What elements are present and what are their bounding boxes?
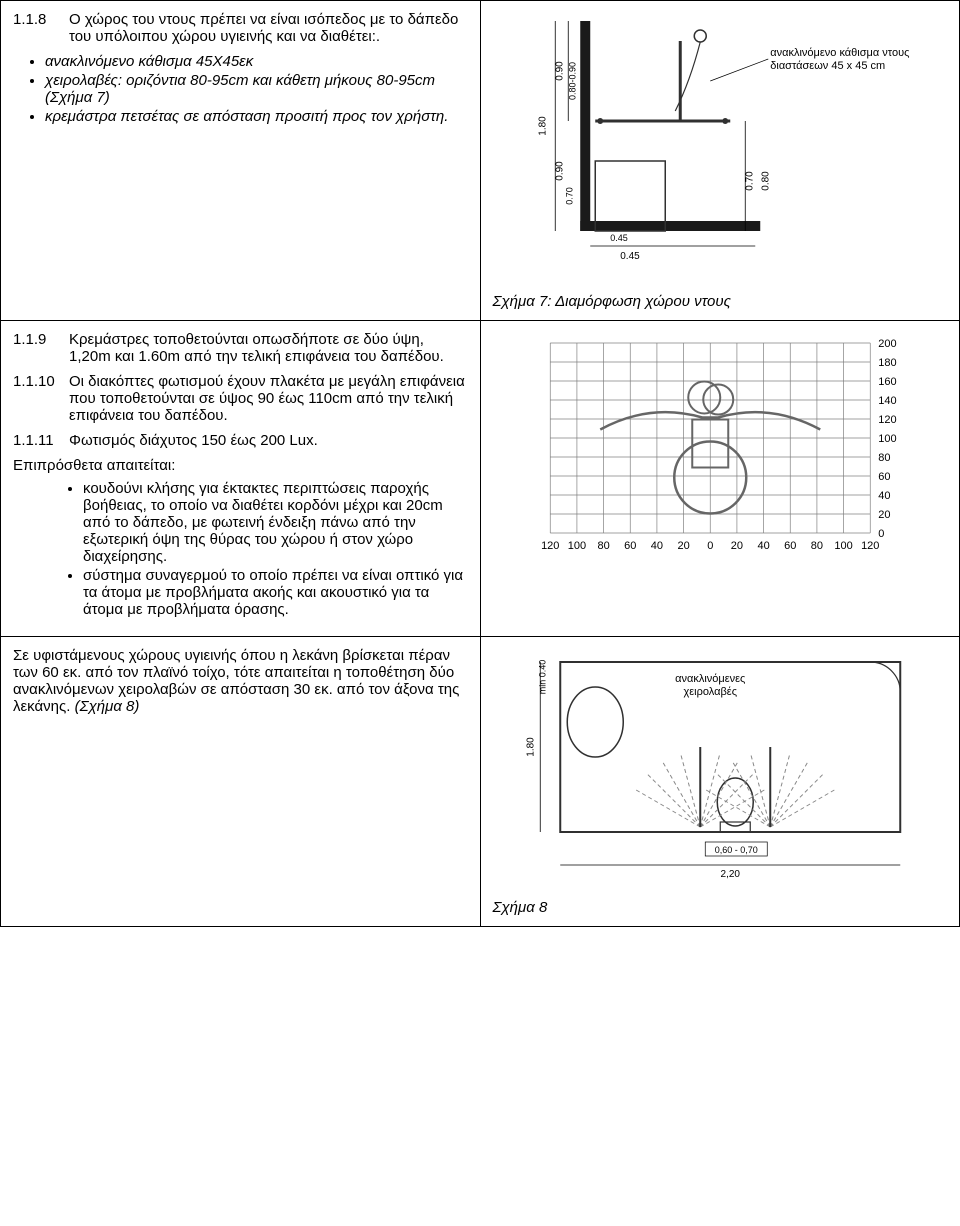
- svg-text:20: 20: [677, 540, 689, 552]
- svg-text:χειρολαβές: χειρολαβές: [683, 686, 737, 698]
- figure-reach-grid: 2001801601401201008060402001201008060402…: [493, 331, 948, 565]
- row1-right: 1.800.900.80-0.900.900.700.450.450.700.8…: [480, 1, 960, 321]
- svg-text:0.80-0.90: 0.80-0.90: [567, 62, 577, 100]
- section-number: 1.1.11: [13, 432, 69, 449]
- row1-left: 1.1.8 Ο χώρος του ντους πρέπει να είναι …: [1, 1, 481, 321]
- section-number: 1.1.9: [13, 331, 69, 365]
- svg-text:ανακλινόμενες: ανακλινόμενες: [675, 673, 745, 685]
- svg-text:180: 180: [878, 357, 896, 369]
- svg-text:40: 40: [757, 540, 769, 552]
- bullet-item: χειρολαβές: οριζόντια 80-95cm και κάθετη…: [45, 72, 468, 106]
- svg-text:120: 120: [541, 540, 559, 552]
- figure-7: 1.800.900.80-0.900.900.700.450.450.700.8…: [493, 11, 948, 285]
- svg-text:60: 60: [878, 471, 890, 483]
- row3-ref: (Σχήμα 8): [75, 698, 140, 715]
- svg-text:0.70: 0.70: [744, 171, 755, 191]
- svg-text:1.80: 1.80: [537, 116, 548, 136]
- svg-text:20: 20: [730, 540, 742, 552]
- svg-text:0,60 - 0,70: 0,60 - 0,70: [714, 845, 757, 855]
- svg-text:200: 200: [878, 338, 896, 350]
- bullet-item: σύστημα συναγερμού το οποίο πρέπει να εί…: [83, 567, 468, 618]
- svg-text:0.90: 0.90: [554, 161, 565, 181]
- section-intro: Ο χώρος του ντους πρέπει να είναι ισόπεδ…: [69, 11, 468, 45]
- svg-text:120: 120: [861, 540, 879, 552]
- svg-text:2,20: 2,20: [720, 869, 740, 880]
- section-number: 1.1.8: [13, 11, 69, 45]
- figure-8: ανακλινόμενεςχειρολαβές min 0.40 1.80 0,60 …: [493, 647, 948, 891]
- svg-text:100: 100: [878, 433, 896, 445]
- svg-text:0: 0: [878, 528, 884, 540]
- row3-right: ανακλινόμενεςχειρολαβές min 0.40 1.80 0,60 …: [480, 637, 960, 927]
- svg-text:min 0.40: min 0.40: [537, 660, 547, 695]
- document-table: 1.1.8 Ο χώρος του ντους πρέπει να είναι …: [0, 0, 960, 927]
- svg-text:ανακλινόμενο κάθισμα ντους: ανακλινόμενο κάθισμα ντους: [770, 47, 909, 59]
- svg-text:80: 80: [597, 540, 609, 552]
- svg-text:160: 160: [878, 376, 896, 388]
- svg-text:0.45: 0.45: [620, 251, 640, 262]
- svg-text:100: 100: [567, 540, 585, 552]
- svg-text:0.90: 0.90: [554, 61, 565, 81]
- svg-text:100: 100: [834, 540, 852, 552]
- bullet-item: ανακλινόμενο κάθισμα 45Χ45εκ: [45, 53, 468, 70]
- svg-text:0: 0: [707, 540, 713, 552]
- svg-text:0.80: 0.80: [760, 171, 771, 191]
- row1-bullets: ανακλινόμενο κάθισμα 45Χ45εκ χειρολαβές:…: [13, 53, 468, 125]
- svg-text:80: 80: [810, 540, 822, 552]
- svg-text:διαστάσεων 45 x 45 cm: διαστάσεων 45 x 45 cm: [770, 60, 885, 72]
- svg-text:0.70: 0.70: [564, 187, 574, 205]
- bullet-item: κουδούνι κλήσης για έκτακτες περιπτώσεις…: [83, 480, 468, 565]
- svg-text:60: 60: [784, 540, 796, 552]
- row3-paragraph: Σε υφιστάμενους χώρους υγιεινής όπου η λ…: [13, 647, 468, 715]
- svg-text:140: 140: [878, 395, 896, 407]
- row2-right: 2001801601401201008060402001201008060402…: [480, 321, 960, 637]
- svg-text:1.80: 1.80: [525, 737, 536, 757]
- svg-text:40: 40: [878, 490, 890, 502]
- row2-left: 1.1.9 Κρεμάστρες τοποθετούνται οπωσδήποτ…: [1, 321, 481, 637]
- section-text: Φωτισμός διάχυτος 150 έως 200 Lux.: [69, 432, 468, 449]
- svg-text:120: 120: [878, 414, 896, 426]
- section-text: Κρεμάστρες τοποθετούνται οπωσδήποτε σε δ…: [69, 331, 468, 365]
- figure-7-caption: Σχήμα 7: Διαμόρφωση χώρου ντους: [493, 293, 948, 310]
- svg-text:60: 60: [624, 540, 636, 552]
- bullet-item: κρεμάστρα πετσέτας σε απόσταση προσιτή π…: [45, 108, 468, 125]
- svg-text:40: 40: [650, 540, 662, 552]
- row2-extra-bullets: κουδούνι κλήσης για έκτακτες περιπτώσεις…: [13, 480, 468, 618]
- extra-label: Επιπρόσθετα απαιτείται:: [13, 457, 468, 474]
- svg-text:20: 20: [878, 509, 890, 521]
- section-text: Οι διακόπτες φωτισμού έχουν πλακέτα με μ…: [69, 373, 468, 424]
- svg-text:0.45: 0.45: [610, 233, 628, 243]
- section-number: 1.1.10: [13, 373, 69, 424]
- svg-text:80: 80: [878, 452, 890, 464]
- figure-8-caption: Σχήμα 8: [493, 899, 948, 916]
- row3-left: Σε υφιστάμενους χώρους υγιεινής όπου η λ…: [1, 637, 481, 927]
